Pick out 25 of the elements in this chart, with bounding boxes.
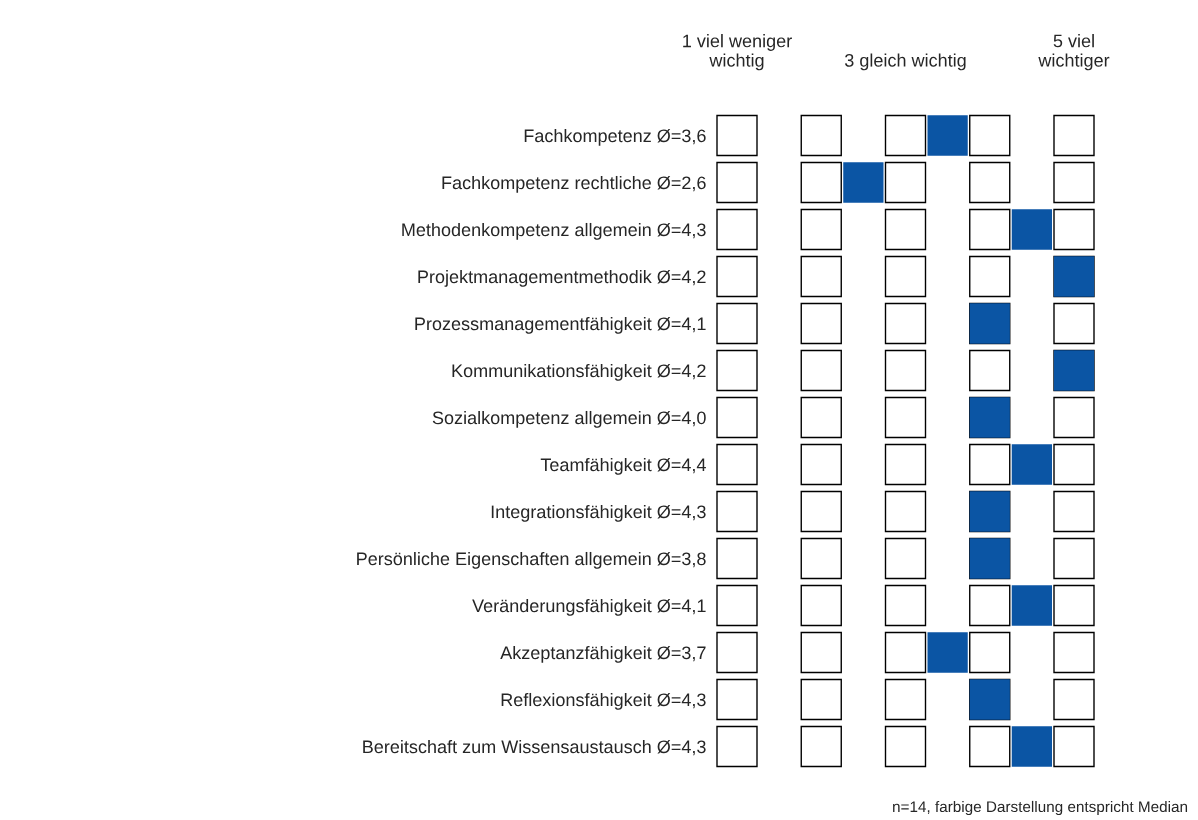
- y-tick-label: Sozialkompetenz allgemein Ø=4,0: [432, 410, 706, 428]
- point: [1011, 726, 1052, 767]
- y-tick-label: Reflexionsfähigkeit Ø=4,3: [501, 692, 706, 710]
- point: [927, 115, 968, 156]
- y-tick-label: Persönliche Eigenschaften allgemein Ø=3,8: [357, 551, 706, 569]
- y-tick-label: Prozessmanagementfähigkeit Ø=4,1: [415, 316, 706, 334]
- text: n=14, farbige Darstellung entspricht Median: [893, 800, 1188, 816]
- y-tick-label: Kommunikationsfähigkeit Ø=4,2: [452, 363, 706, 381]
- x-tick-label: 5 viel wichtiger: [1038, 34, 1110, 71]
- point: [1011, 585, 1052, 626]
- y-tick-label: Fachkompetenz Ø=3,6: [524, 128, 706, 146]
- y-tick-label: Methodenkompetenz allgemein Ø=4,3: [402, 222, 706, 240]
- point: [843, 162, 884, 203]
- x-tick-label: 3 gleich wichtig: [844, 53, 966, 71]
- y-tick-label: Projektmanagementmethodik Ø=4,2: [418, 269, 706, 287]
- point: [1011, 209, 1052, 250]
- y-tick-label: Integrationsfähigkeit Ø=4,3: [491, 504, 706, 522]
- x-tick-label: 1 viel weniger wichtig: [683, 34, 792, 71]
- y-tick-label: Akzeptanzfähigkeit Ø=3,7: [500, 645, 706, 663]
- y-tick-label: Teamfähigkeit Ø=4,4: [540, 457, 706, 475]
- y-tick-label: Fachkompetenz rechtliche Ø=2,6: [442, 175, 706, 193]
- y-tick-label: Bereitschaft zum Wissensaustausch Ø=4,3: [363, 739, 706, 756]
- point: [927, 632, 968, 673]
- point: [1011, 444, 1052, 485]
- y-tick-label: Veränderungsfähigkeit Ø=4,1: [472, 598, 706, 616]
